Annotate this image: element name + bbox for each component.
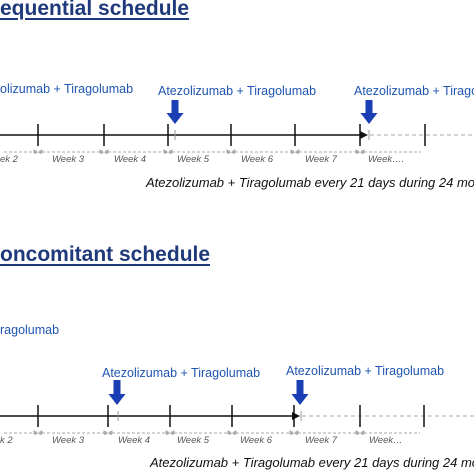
- sequential-dose-label-3: Atezolizumab + Tirago: [354, 84, 474, 98]
- concomitant-week-label: Week 3: [52, 435, 85, 446]
- sequential-dose-label-1: olizumab + Tiragolumab: [0, 82, 134, 96]
- sequential-week-label: Week 6: [241, 154, 274, 165]
- sequential-week-label: Week….: [368, 154, 405, 165]
- dose-arrow-icon: [166, 100, 184, 124]
- concomitant-week-label: Week 6: [240, 435, 273, 446]
- sequential-dose-label-2: Atezolizumab + Tiragolumab: [158, 84, 317, 98]
- concomitant-timeline: [0, 380, 474, 436]
- sequential-week-label: Week 3: [52, 154, 85, 165]
- sequential-schedule-title: equential schedule: [0, 0, 190, 20]
- concomitant-schedule-title: oncomitant schedule: [0, 243, 211, 266]
- concomitant-dose-label-3: Atezolizumab + Tiragolumab: [286, 364, 445, 378]
- sequential-week-label: Week 7: [305, 154, 338, 165]
- sequential-week-label: ek 2: [0, 154, 18, 165]
- concomitant-week-label: Week 7: [305, 435, 338, 446]
- sequential-week-label: Week 4: [114, 154, 147, 165]
- dose-arrow-icon: [360, 100, 378, 124]
- dose-arrow-icon: [108, 380, 126, 405]
- concomitant-dose-label-1: ragolumab: [0, 323, 60, 337]
- concomitant-week-label: k 2: [0, 435, 13, 446]
- sequential-caption: Atezolizumab + Tiragolumab every 21 days…: [146, 175, 474, 190]
- axis-arrowhead: [360, 131, 368, 139]
- dose-arrow-icon: [291, 380, 309, 405]
- sequential-week-label: Week 5: [177, 154, 210, 165]
- sequential-timeline: [0, 100, 474, 155]
- concomitant-caption: Atezolizumab + Tiragolumab every 21 days…: [150, 455, 474, 470]
- concomitant-week-label: Week 5: [177, 435, 210, 446]
- concomitant-dose-label-2: Atezolizumab + Tiragolumab: [102, 366, 261, 380]
- concomitant-week-label: Week 4: [118, 435, 151, 446]
- axis-arrowhead: [292, 412, 300, 420]
- concomitant-week-label: Week…: [369, 435, 403, 446]
